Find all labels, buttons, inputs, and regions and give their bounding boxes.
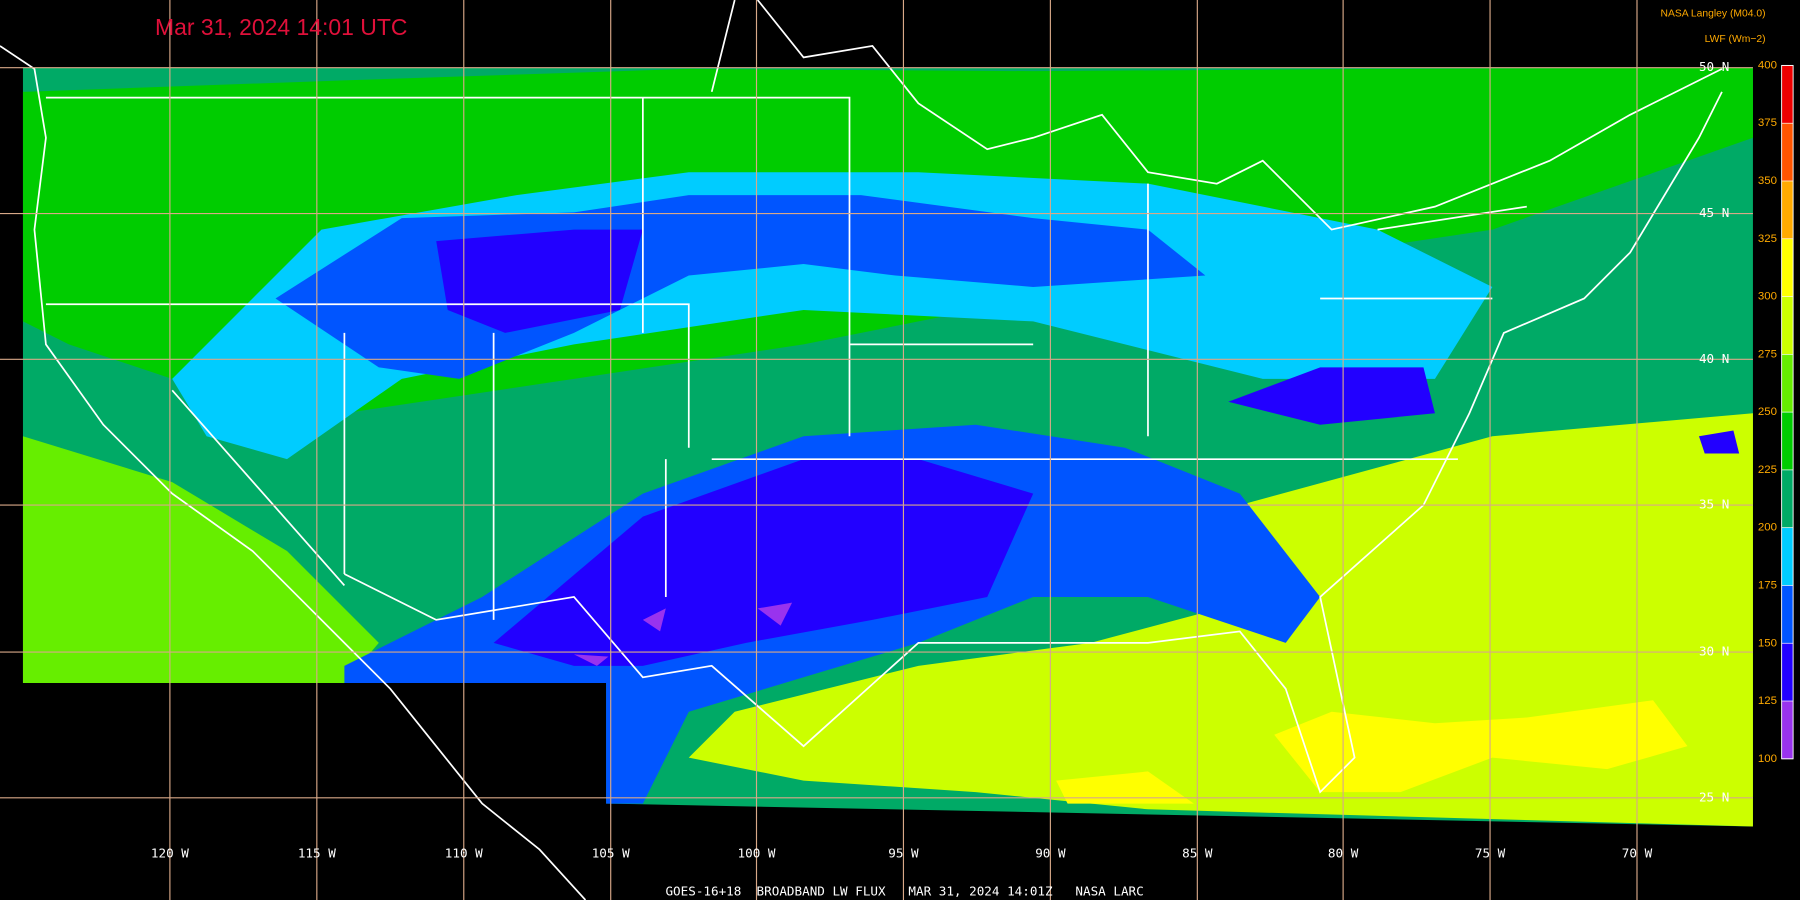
colorbar-segment <box>1781 65 1794 124</box>
boundaries <box>0 0 1723 900</box>
longitude-label: 75 W <box>1475 846 1506 861</box>
colorbar-segment <box>1781 585 1794 644</box>
colorbar-segment <box>1781 527 1794 586</box>
colorbar-tick-label: 350 <box>1758 175 1777 187</box>
longitude-label: 110 W <box>445 846 483 861</box>
graticule: 120 W 115 W 110 W 105 W 100 W 95 W 90 W 85 W 80 … <box>0 0 1753 900</box>
border <box>710 0 1723 231</box>
colorbar-tick-label: 300 <box>1758 291 1777 303</box>
latitude-label: 40 N <box>1699 351 1729 366</box>
state-lines <box>45 96 1527 620</box>
footer: GOES-16+18 BROADBAND LW FLUX MAR 31, 202… <box>665 883 1143 898</box>
longitude-label: 90 W <box>1035 846 1066 861</box>
coastline <box>344 91 1723 794</box>
colorbar-tick-label: 400 <box>1758 59 1777 71</box>
colorbar-tick-label: 175 <box>1758 579 1777 591</box>
longitude-label: 100 W <box>738 846 776 861</box>
region-darkblue <box>493 459 1034 666</box>
colorbar-tick-label: 325 <box>1758 233 1777 245</box>
longitude-label: 85 W <box>1182 846 1213 861</box>
longitude-label: 120 W <box>151 846 189 861</box>
longitude-label: 115 W <box>298 846 336 861</box>
colorbar-tick-label: 225 <box>1758 464 1777 476</box>
colorbar-segment <box>1781 238 1794 297</box>
region-purple <box>573 602 793 666</box>
region-yellow <box>1056 771 1194 804</box>
latitude-label: 45 N <box>1699 205 1729 220</box>
colorbar-segment <box>1781 701 1794 759</box>
latitude-label: 25 N <box>1699 789 1729 804</box>
longitude-label: 70 W <box>1622 846 1653 861</box>
colorbar-tick-label: 250 <box>1758 406 1777 418</box>
latitude-label: 30 N <box>1699 644 1729 659</box>
region-darkblue <box>1698 430 1740 454</box>
credit: NASA Langley (M04.0) <box>1660 9 1765 20</box>
colorbar-segment <box>1781 412 1794 470</box>
colorbar-segment <box>1781 123 1794 181</box>
latitude-label: 50 N <box>1699 59 1729 74</box>
map-title: Mar 31, 2024 14:01 UTC <box>155 14 407 40</box>
region-lightgreen <box>22 436 379 684</box>
longitude-label: 80 W <box>1328 846 1359 861</box>
colorbar-tick-label: 200 <box>1758 522 1777 534</box>
longitude-label: 105 W <box>592 846 630 861</box>
longitude-label: 95 W <box>888 846 919 861</box>
colorbar-segment <box>1781 354 1794 413</box>
region-yellow <box>1274 700 1688 793</box>
colorbar-tick-label: 150 <box>1758 637 1777 649</box>
colorbar-tick-label: 375 <box>1758 117 1777 129</box>
region-darkblue <box>436 229 643 333</box>
colorbar: 100 125 150 175 200 225 250 275 300 325 350 375 400 <box>1758 59 1794 765</box>
colorbar-segment <box>1781 643 1794 702</box>
colorbar-segment <box>1781 296 1794 355</box>
region-darkblue <box>1228 367 1435 425</box>
colorbar-segment <box>1781 180 1794 239</box>
coastline <box>0 45 587 900</box>
colorbar-label: LWF (Wm−2) <box>1705 34 1766 45</box>
flux-imagery <box>22 67 1753 827</box>
colorbar-tick-label: 275 <box>1758 348 1777 360</box>
colorbar-tick-label: 125 <box>1758 695 1777 707</box>
colorbar-tick-label: 100 <box>1758 753 1777 765</box>
latitude-label: 35 N <box>1699 497 1729 512</box>
colorbar-segment <box>1781 469 1794 528</box>
